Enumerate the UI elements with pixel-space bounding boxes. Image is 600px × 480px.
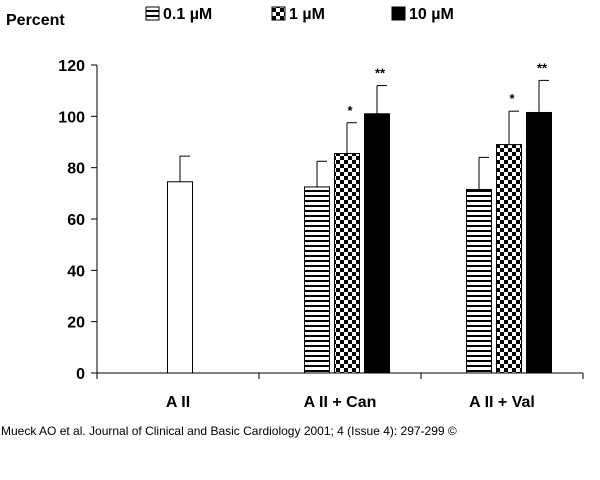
y-tick-label: 40 xyxy=(67,263,85,280)
legend-item-1um: 1 µM xyxy=(271,6,325,23)
x-category-label-a-ii: A II xyxy=(166,394,190,411)
legend-item-0-1um: 0.1 µM xyxy=(145,6,212,23)
bar-a-ii xyxy=(167,181,193,374)
bar-a-ii-val-1-um xyxy=(496,144,522,374)
bar-a-ii-can-10-um-significance: ** xyxy=(375,66,386,81)
legend-swatch-1um xyxy=(271,6,286,21)
legend-label-10um: 10 µM xyxy=(409,6,454,23)
x-category-label-a-ii-can: A II + Can xyxy=(304,394,377,411)
bar-a-ii-val-0-1-um xyxy=(466,188,492,374)
bars xyxy=(167,79,552,374)
bar-a-ii-can-1-um xyxy=(334,153,360,374)
bar-a-ii-val-10-um-significance: ** xyxy=(537,60,548,75)
bar-a-ii-can-10-um xyxy=(364,113,390,374)
legend-label-1um: 1 µM xyxy=(289,6,325,23)
bar-a-ii-can-0-1-um xyxy=(304,186,330,374)
bar-a-ii-can-1-um-significance: * xyxy=(347,103,353,118)
y-tick-label: 100 xyxy=(58,109,85,126)
legend-swatch-10um xyxy=(391,6,406,21)
x-category-label-a-ii-val: A II + Val xyxy=(469,394,535,411)
y-tick-label: 0 xyxy=(76,366,85,383)
y-axis-label: Percent xyxy=(6,12,65,29)
y-tick-label: 120 xyxy=(58,58,85,75)
legend: 0.1 µM 1 µM 10 µM xyxy=(145,6,454,23)
y-tick-label: 20 xyxy=(67,315,85,332)
legend-swatch-0-1um xyxy=(145,6,160,21)
citation-text: Mueck AO et al. Journal of Clinical and … xyxy=(1,424,457,438)
bar-a-ii-val-1-um-significance: * xyxy=(509,91,515,106)
axis-labels: 0 20 40 60 80 100 120 A II A II + Can A II + Val *… xyxy=(58,58,548,411)
y-tick-label: 80 xyxy=(67,161,85,178)
legend-label-0-1um: 0.1 µM xyxy=(163,6,212,23)
y-tick-label: 60 xyxy=(67,212,85,229)
legend-item-10um: 10 µM xyxy=(391,6,454,23)
bar-a-ii-val-10-um xyxy=(526,111,552,374)
